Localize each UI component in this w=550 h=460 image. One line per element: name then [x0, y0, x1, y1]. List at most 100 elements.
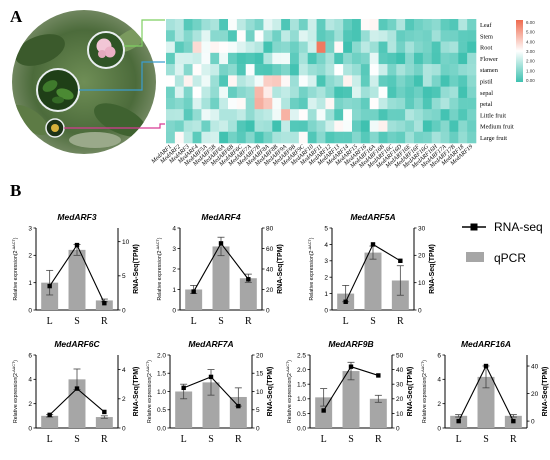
colorbar-tick: 1.00	[526, 68, 535, 73]
heatmap-cell	[192, 131, 202, 144]
heatmap-cell	[201, 52, 211, 65]
rnaseq-point	[511, 418, 516, 424]
heatmap-colorbar: 6.00 5.00 4.00 3.00 2.00 1.00 0.00	[516, 20, 535, 83]
heatmap-row-label: Stem	[480, 33, 493, 40]
heatmap-cell	[236, 86, 247, 99]
right-tick-label: 20	[396, 396, 404, 403]
legend-qpcr-label: qPCR	[494, 251, 526, 265]
heatmap-cell	[254, 52, 264, 65]
subchart-title: MedARF5A	[350, 212, 395, 222]
heatmap-cell	[325, 64, 335, 76]
plant-photo	[12, 10, 156, 154]
heatmap-cell	[325, 109, 335, 121]
heatmap-cell	[236, 41, 247, 54]
heatmap-cell	[387, 75, 397, 87]
left-tick-label: 4	[172, 225, 176, 232]
heatmap-cell	[440, 131, 450, 144]
heatmap-cell	[316, 30, 326, 42]
heatmap-cell	[228, 64, 238, 76]
heatmap-cell	[210, 120, 220, 133]
heatmap-cell	[281, 75, 291, 87]
heatmap-cell	[449, 131, 459, 144]
heatmap-cell	[378, 75, 388, 87]
heatmap-cell	[449, 41, 459, 54]
heatmap-cell	[298, 19, 309, 31]
heatmap-cell	[449, 75, 459, 87]
right-tick-label: 30	[418, 225, 426, 232]
heatmap-cell	[307, 41, 317, 54]
heatmap-cell	[316, 75, 326, 87]
heatmap-cell	[325, 75, 335, 87]
heatmap-cell	[449, 64, 459, 76]
heatmap-cell	[219, 109, 229, 121]
heatmap-cell	[422, 19, 433, 31]
heatmap-cell	[192, 86, 202, 99]
heatmap-cell	[378, 120, 388, 133]
heatmap-cell	[343, 86, 353, 99]
right-tick-label: 50	[396, 352, 404, 359]
heatmap-cell	[414, 120, 424, 133]
subchart-title: MedARF16A	[461, 339, 511, 349]
heatmap-cell	[298, 120, 309, 133]
left-tick-label: 2	[324, 275, 328, 282]
heatmap-cell	[192, 64, 202, 76]
heatmap-cell	[449, 19, 459, 31]
heatmap-cell	[236, 109, 247, 121]
heatmap-cell	[263, 109, 273, 121]
right-tick-label: 0	[531, 419, 535, 426]
heatmap-cell	[431, 64, 441, 76]
subchart-medarf9b: MedARF9B 0.0 0.5 1.0 1.5 2.0 2.5 0 10 20 30 40 50 L S R…	[286, 339, 414, 445]
heatmap-cell	[334, 75, 344, 87]
heatmap-cell	[219, 19, 229, 31]
expression-heatmap	[166, 19, 477, 144]
heatmap-cell	[316, 97, 326, 110]
heatmap-cell	[387, 131, 397, 144]
heatmap-cell	[245, 52, 255, 65]
heatmap-cell	[387, 97, 397, 110]
heatmap-cell	[467, 109, 477, 121]
heatmap-cell	[405, 19, 415, 31]
heatmap-cell	[183, 131, 193, 144]
colorbar-tick: 6.00	[526, 20, 535, 25]
heatmap-cell	[210, 86, 220, 99]
right-tick-label: 0	[418, 307, 422, 314]
heatmap-cell	[210, 19, 220, 31]
heatmap-cell	[369, 120, 379, 133]
heatmap-cell	[369, 97, 379, 110]
heatmap-cell	[281, 109, 291, 121]
heatmap-cell	[334, 30, 344, 42]
heatmap-cell	[281, 64, 291, 76]
heatmap-cell	[254, 64, 264, 76]
heatmap-cell	[210, 97, 220, 110]
heatmap-cell	[414, 19, 424, 31]
rnaseq-point	[483, 363, 489, 369]
heatmap-cell	[219, 131, 229, 144]
heatmap-cell	[405, 97, 415, 110]
heatmap-cell	[298, 64, 309, 76]
left-tick-label: 6	[28, 352, 32, 359]
heatmap-cell	[369, 30, 379, 42]
rnaseq-point	[181, 385, 186, 391]
rnaseq-point	[343, 299, 348, 304]
heatmap-cell	[307, 97, 317, 110]
rnaseq-point	[208, 374, 214, 380]
heatmap-cell	[316, 109, 326, 121]
rnaseq-point	[246, 277, 251, 282]
heatmap-cell	[369, 64, 379, 76]
heatmap-cell	[387, 19, 397, 31]
right-tick-label: 5	[256, 407, 260, 414]
heatmap-cell	[396, 97, 406, 110]
heatmap-cell	[228, 109, 238, 121]
heatmap-cell	[405, 86, 415, 99]
heatmap-cell	[458, 131, 468, 144]
heatmap-cell	[396, 131, 406, 144]
heatmap-cell	[387, 41, 397, 54]
heatmap-cell	[467, 97, 477, 110]
heatmap-cell	[458, 30, 468, 42]
heatmap-cell	[290, 97, 300, 110]
x-category-label: S	[483, 434, 489, 445]
heatmap-row-label: Root	[480, 45, 492, 52]
heatmap-cell	[449, 52, 459, 65]
heatmap-cell	[405, 52, 415, 65]
heatmap-cell	[166, 120, 176, 133]
